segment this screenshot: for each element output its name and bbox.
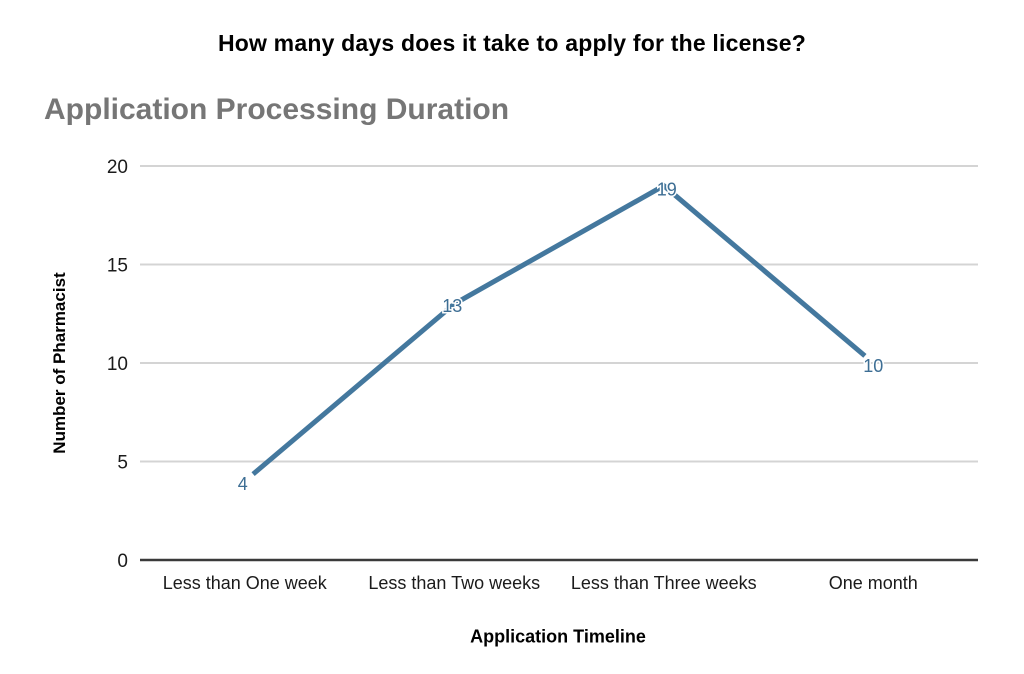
y-tick-label: 15	[107, 256, 128, 277]
y-tick-label: 0	[117, 551, 128, 572]
y-tick-label: 20	[107, 157, 128, 178]
x-axis-title: Application Timeline	[470, 626, 646, 647]
x-tick-label: Less than Three weeks	[571, 573, 757, 593]
series-line	[251, 182, 867, 477]
page-title: How many days does it take to apply for …	[217, 30, 807, 56]
x-tick-label: Less than One week	[163, 573, 328, 593]
point-label: 19	[657, 180, 677, 200]
y-tick-label: 10	[107, 354, 128, 375]
x-tick-label: Less than Two weeks	[368, 573, 540, 593]
point-label: 4	[238, 474, 248, 494]
y-tick-label: 5	[117, 453, 128, 474]
point-label: 10	[863, 356, 883, 376]
x-tick-label: One month	[829, 573, 918, 593]
point-label: 13	[442, 296, 462, 316]
chart-title: Application Processing Duration	[44, 93, 510, 126]
